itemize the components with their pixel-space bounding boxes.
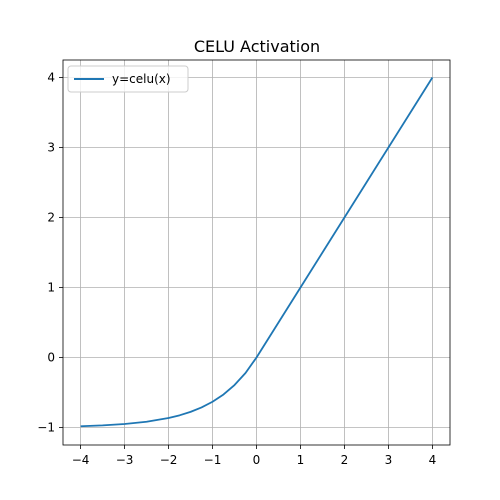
y-tick-label: 2	[47, 211, 55, 225]
x-tick-label: 2	[341, 453, 349, 467]
legend-box	[67, 65, 189, 93]
y-tick-label: 1	[47, 281, 55, 295]
legend: y=celu(x)	[67, 65, 189, 93]
x-tick-label: −2	[160, 453, 178, 467]
x-axis: −4 −3 −2 −1 0 1 2 3 4	[72, 445, 436, 467]
x-tick-label: −1	[204, 453, 222, 467]
x-tick-label: 4	[429, 453, 437, 467]
series-line-celu	[80, 77, 434, 428]
y-tick-label: 3	[47, 141, 55, 155]
y-tick-label: −1	[37, 421, 55, 435]
x-tick-label: −3	[116, 453, 134, 467]
x-tick-label: 3	[385, 453, 393, 467]
grid	[63, 60, 450, 445]
legend-label-celu: y=celu(x)	[112, 72, 171, 86]
x-tick-label: 1	[297, 453, 305, 467]
y-tick-label: 0	[47, 351, 55, 365]
series-layer	[80, 77, 434, 428]
y-axis: −1 0 1 2 3 4	[37, 71, 63, 435]
chart-title: CELU Activation	[194, 37, 320, 56]
x-tick-label: −4	[72, 453, 90, 467]
x-tick-label: 0	[253, 453, 261, 467]
y-tick-label: 4	[47, 71, 55, 85]
